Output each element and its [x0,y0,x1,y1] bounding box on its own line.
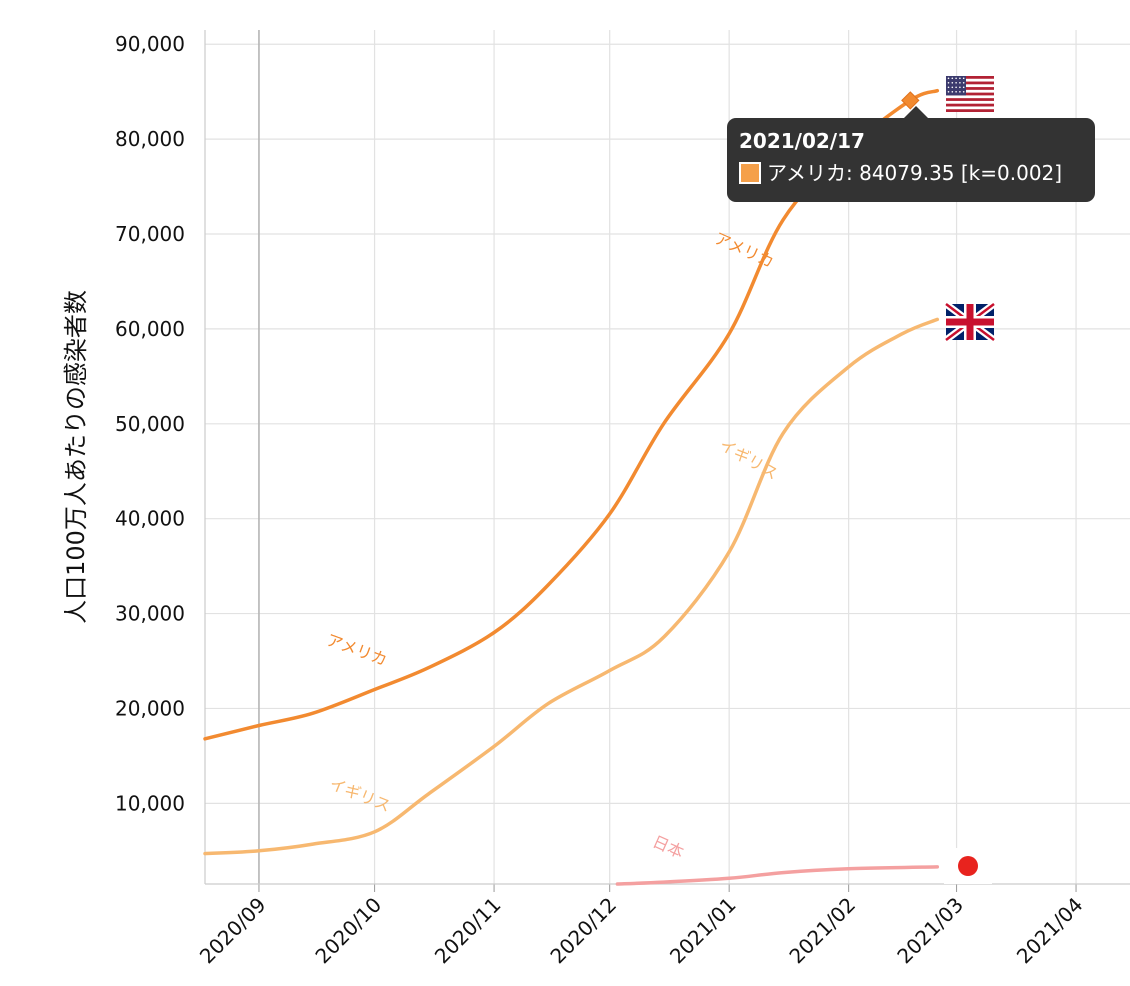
y-tick-label: 40,000 [115,507,185,531]
jp-flag-icon [944,848,992,884]
series-line [203,317,940,856]
tooltip-caret [904,106,928,118]
us-flag-icon [946,76,994,112]
tooltip: 2021/02/17 アメリカ: 84079.35 [k=0.002] [727,118,1095,202]
series-inline-label: アメリカ [324,630,390,669]
series-lines [203,88,940,886]
y-axis-title: 人口100万人あたりの感染者数 [62,290,90,624]
x-tick-label: 2020/11 [430,893,506,969]
highlight-point [901,91,920,110]
x-tick-label: 2021/01 [665,893,741,969]
tooltip-value: アメリカ: 84079.35 [k=0.002] [767,161,1063,185]
y-axis-title-group: 人口100万人あたりの感染者数 [62,290,90,624]
grid [205,30,1130,884]
series-inline-label: アメリカ [712,228,777,271]
uk-flag-icon [943,301,997,343]
tooltip-date: 2021/02/17 [739,129,865,153]
x-tick-label: 2021/04 [1012,893,1088,969]
x-tick-label: 2020/10 [310,893,386,969]
y-tick-label: 80,000 [115,127,185,151]
tooltip-swatch [739,162,761,184]
y-tick-label: 90,000 [115,32,185,56]
series-inline-label: 日本 [650,832,687,862]
y-tick-label: 50,000 [115,412,185,436]
y-tick-label: 60,000 [115,317,185,341]
x-tick-label: 2020/12 [545,893,621,969]
end-markers [901,76,997,884]
y-tick-label: 30,000 [115,602,185,626]
y-tick-label: 10,000 [115,791,185,815]
y-tick-label: 70,000 [115,222,185,246]
x-tick-label: 2021/03 [892,893,968,969]
x-tick-label: 2020/09 [195,893,271,969]
series-line [615,865,940,886]
x-tick-label: 2021/02 [784,893,860,969]
tooltip-row: アメリカ: 84079.35 [k=0.002] [739,160,1083,186]
series-inline-label: イギリス [327,774,393,816]
y-tick-label: 20,000 [115,696,185,720]
